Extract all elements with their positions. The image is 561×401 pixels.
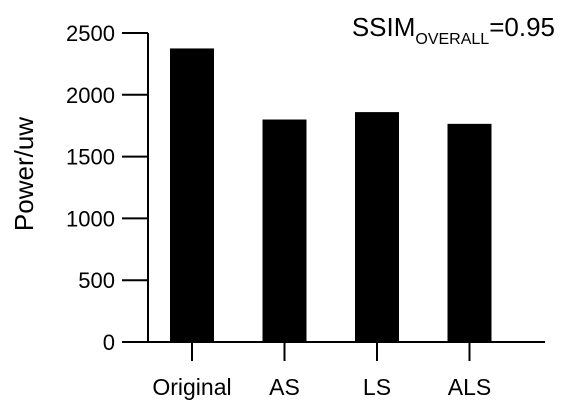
y-tick-label: 500: [78, 268, 115, 293]
y-ticks-group: 0 500 1000 1500 2000 2500: [66, 21, 148, 355]
ssim-annotation-suffix: =0.95: [489, 12, 555, 42]
bar-original: [170, 48, 214, 342]
y-tick-label: 1000: [66, 206, 115, 231]
y-tick-label: 2000: [66, 83, 115, 108]
x-tick-label: ALS: [448, 374, 491, 400]
y-tick-label: 0: [103, 330, 115, 355]
bar-als: [447, 123, 492, 342]
x-tick-label: AS: [269, 374, 300, 400]
ssim-annotation-base: SSIM: [352, 12, 416, 42]
x-ticks-group: Original AS LS ALS: [152, 342, 491, 400]
bars-group: [170, 48, 492, 343]
x-tick-label: LS: [363, 374, 391, 400]
ssim-annotation: SSIMOVERALL=0.95: [352, 12, 555, 48]
x-tick-label: Original: [152, 374, 231, 400]
bar-ls: [355, 112, 399, 342]
ssim-annotation-subscript: OVERALL: [415, 31, 489, 48]
y-axis-label: Power/uw: [9, 117, 39, 231]
y-tick-label: 2500: [66, 21, 115, 46]
bar-as: [262, 119, 307, 343]
y-tick-label: 1500: [66, 145, 115, 170]
